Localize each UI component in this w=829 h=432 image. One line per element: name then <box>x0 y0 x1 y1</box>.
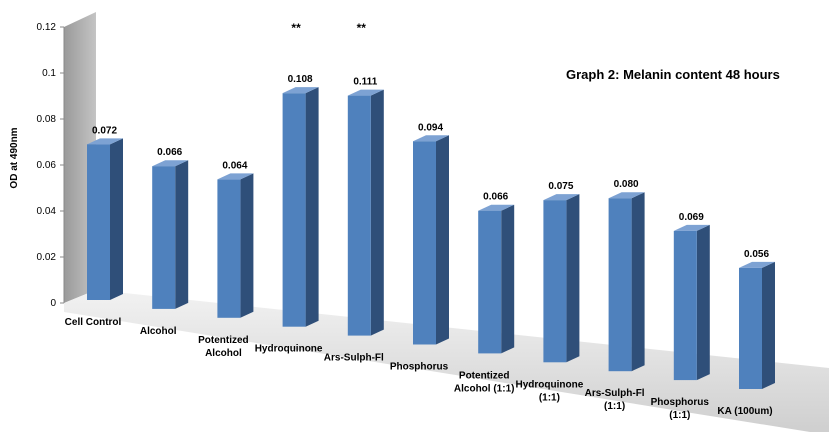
bar: 0.108 ** <box>282 21 319 327</box>
bar-side <box>696 224 710 381</box>
bar-front <box>543 200 567 363</box>
bar-top <box>478 204 515 211</box>
bar-top <box>87 138 123 145</box>
y-tick-label: 0.12 <box>37 22 57 33</box>
category-label: Potentized Alcohol <box>198 335 249 359</box>
bar: 0.056 <box>739 249 775 389</box>
bar-side <box>305 87 319 327</box>
bar-value-label: 0.108 <box>288 74 313 85</box>
chart-floor <box>64 290 829 432</box>
bar-front <box>673 230 697 381</box>
bar-side <box>240 173 254 318</box>
bar: 0.066 <box>152 147 189 309</box>
category-label: Ars-Sulph-Fl <box>324 353 384 364</box>
bar-side <box>631 192 645 372</box>
bar-side <box>566 194 580 363</box>
category-label: Cell Control <box>65 317 122 328</box>
significance-marker: ** <box>291 21 301 35</box>
bar-top <box>739 261 775 268</box>
bar-value-label: 0.064 <box>222 160 247 171</box>
bar-value-label: 0.075 <box>548 181 573 192</box>
bar-value-label: 0.080 <box>614 179 639 190</box>
bar-side <box>370 89 384 336</box>
bar-front <box>217 179 241 318</box>
bar: 0.069 <box>673 212 710 381</box>
bar: 0.075 <box>543 181 580 363</box>
bar: 0.080 <box>608 179 645 372</box>
bar-top <box>152 160 189 167</box>
category-label: Phosphorus (1:1) <box>651 397 710 421</box>
bar-value-label: 0.066 <box>157 147 182 158</box>
category-label: KA (100um) <box>717 406 772 417</box>
bar-side <box>436 135 449 345</box>
y-axis-label: OD at 490nm <box>9 127 20 188</box>
chart-title: Graph 2: Melanin content 48 hours <box>566 67 780 82</box>
bar: 0.111 ** <box>347 21 384 336</box>
bar-value-label: 0.094 <box>418 122 443 133</box>
y-tick-label: 0.08 <box>37 114 57 125</box>
bar-value-label: 0.072 <box>92 125 117 136</box>
bar-top <box>608 192 645 199</box>
bar-value-label: 0.056 <box>744 249 769 260</box>
category-label: Hydroquinone <box>255 344 323 355</box>
bar-top <box>347 89 384 96</box>
bar-front <box>413 141 436 345</box>
bar-top <box>413 135 449 142</box>
bar-front <box>478 210 502 354</box>
bar-value-label: 0.111 <box>353 77 377 88</box>
y-axis-ticks: 0 0.02 0.04 0.06 0.08 0.1 0.12 <box>37 22 64 309</box>
bar: 0.072 <box>87 125 123 300</box>
bar: 0.094 <box>413 122 449 345</box>
bar-front <box>152 166 176 309</box>
category-label: Phosphorus <box>390 362 449 373</box>
bar: 0.064 <box>217 160 254 318</box>
category-label: Ars-Sulph-Fl (1:1) <box>585 388 645 412</box>
bar-front <box>739 267 762 389</box>
bar-top <box>217 173 254 180</box>
significance-marker: ** <box>357 21 367 35</box>
y-tick-label: 0.06 <box>37 160 57 171</box>
bars-group: 0.072 0.066 0.064 0.108 ** 0.111 ** 0.094 0.066 0… <box>87 21 775 389</box>
y-tick-label: 0 <box>50 298 56 309</box>
y-tick-label: 0.1 <box>42 68 56 79</box>
bar-side <box>501 204 515 354</box>
bar-front <box>87 144 110 300</box>
category-label: Hydroquinone (1:1) <box>516 379 584 403</box>
y-tick-label: 0.02 <box>37 252 57 263</box>
bar-front <box>282 93 306 327</box>
bar-side <box>175 160 189 309</box>
bar-side <box>762 261 775 389</box>
bar-value-label: 0.069 <box>679 212 704 223</box>
category-labels: Cell Control Alcohol Potentized Alcohol Hydr… <box>65 317 773 421</box>
category-label: Potentized Alcohol (1:1) <box>454 370 515 394</box>
bar-front <box>347 95 371 336</box>
bar-side <box>110 138 123 300</box>
bar-top <box>282 87 319 94</box>
category-label: Alcohol <box>140 326 177 337</box>
bar-top <box>543 194 580 201</box>
bar-top <box>673 224 710 231</box>
y-tick-label: 0.04 <box>37 206 57 217</box>
bar-front <box>608 198 632 372</box>
bar-value-label: 0.066 <box>483 192 508 203</box>
bar: 0.066 <box>478 192 515 354</box>
